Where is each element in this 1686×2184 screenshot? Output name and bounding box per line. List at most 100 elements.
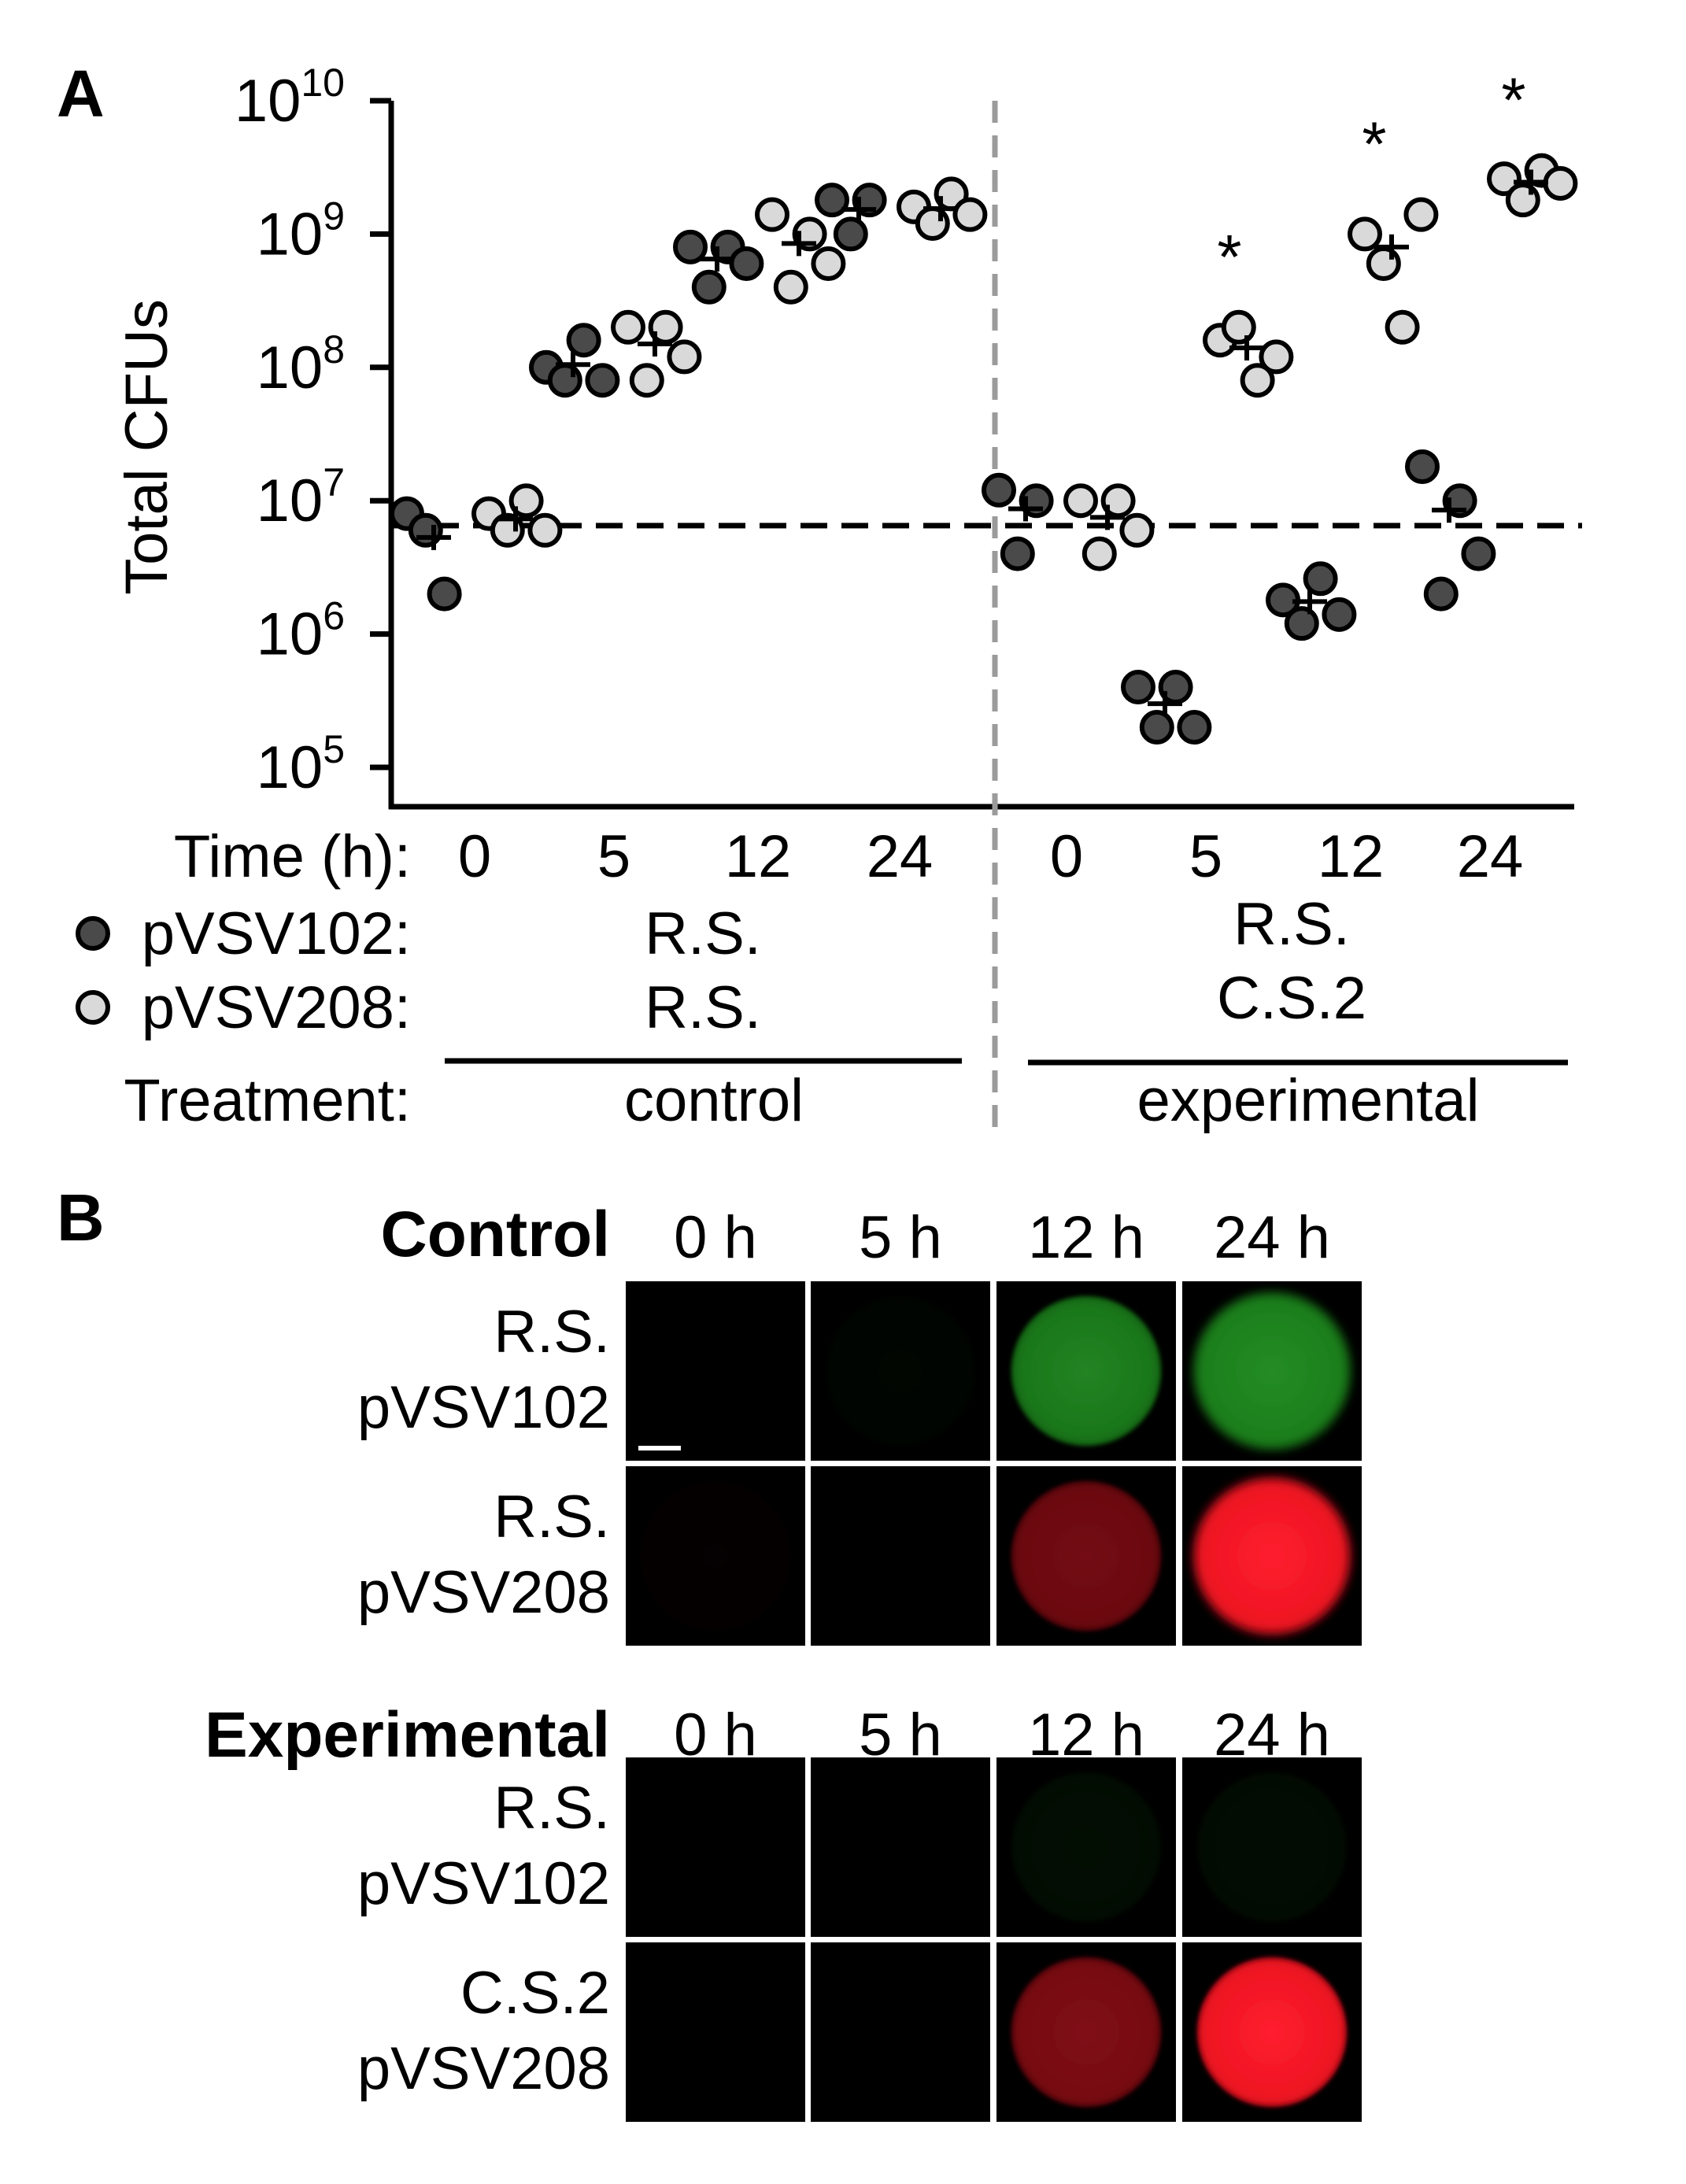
pvsv208-point — [611, 309, 645, 345]
row-label-plasmid: pVSV208 — [357, 2035, 610, 2102]
y-tick-label: 1010 — [235, 61, 345, 135]
pvsv208-point — [508, 483, 544, 519]
pvsv102-point — [691, 269, 727, 305]
treatment-row-label: Treatment: — [124, 1067, 411, 1134]
pvsv102-point — [1322, 597, 1357, 632]
panel-b-image-grid: Control 0 h 5 h 12 h 24 h R.S. pVSV102 R.S. pVSV… — [205, 1199, 1362, 2122]
column-time-label: 0 h — [674, 1702, 757, 1768]
row-label-plasmid: pVSV102 — [357, 1374, 610, 1441]
pvsv208-point — [527, 512, 563, 548]
pvsv102-legend-marker — [76, 916, 110, 951]
pvsv102-point — [1000, 536, 1035, 571]
time-tick-label: 24 — [1457, 823, 1524, 890]
row-label-plasmid: pVSV102 — [357, 1850, 610, 1917]
pvsv102-point — [1177, 710, 1212, 745]
colony-fluorescence — [1011, 1957, 1161, 2107]
mean-bars — [416, 169, 1548, 717]
pvsv208-point — [1063, 483, 1098, 519]
pvsv208-point — [629, 363, 664, 398]
significance-marks: * * * — [1217, 65, 1525, 292]
experimental-strain1: R.S. — [1233, 891, 1350, 958]
column-time-label: 12 h — [1028, 1204, 1144, 1271]
plate-image — [626, 1757, 805, 1937]
pvsv102-point — [1139, 710, 1174, 745]
pvsv208-point — [952, 197, 988, 232]
time-tick-label: 5 — [1189, 823, 1222, 890]
pvsv208-point — [1119, 512, 1155, 548]
panel-a-label: A — [57, 57, 105, 131]
pvsv102-point — [1423, 576, 1459, 612]
plate-image — [626, 1942, 805, 2122]
y-axis-label: Total CFUs — [113, 299, 180, 595]
time-tick-label: 24 — [867, 823, 934, 890]
x-table: Time (h): 0 5 12 24 0 5 12 24 pVSV102: pVSV208:… — [76, 823, 1568, 1134]
row-label-strain: R.S. — [494, 1299, 610, 1365]
experimental-treatment: experimental — [1137, 1067, 1479, 1134]
time-tick-label: 0 — [1050, 823, 1083, 890]
row-label-strain: C.S.2 — [460, 1960, 610, 2027]
pvsv208-point — [667, 339, 702, 375]
pvsv208-point — [1487, 161, 1521, 197]
pvsv208-point — [915, 205, 950, 241]
strain2-row-label: pVSV208: — [142, 974, 411, 1041]
y-tick-label: 105 — [257, 727, 345, 801]
colony-fluorescence — [1197, 1957, 1347, 2107]
time-tick-label: 12 — [1318, 823, 1385, 890]
time-tick-labels: 0 5 12 24 0 5 12 24 — [458, 823, 1523, 890]
time-tick-label: 12 — [725, 823, 792, 890]
row-label-strain: R.S. — [494, 1775, 610, 1842]
control-strain2: R.S. — [645, 974, 761, 1041]
pvsv208-point — [1385, 309, 1420, 345]
pvsv208-legend-marker — [76, 990, 110, 1025]
data-points — [390, 153, 1578, 745]
colony-fluorescence — [1011, 1772, 1161, 1922]
column-time-label: 24 h — [1214, 1204, 1330, 1271]
block-title: Experimental — [205, 1699, 610, 1771]
column-time-label: 5 h — [859, 1204, 942, 1271]
pvsv208-point — [1366, 246, 1401, 281]
plate-image — [811, 1757, 990, 1937]
pvsv208-point — [773, 269, 808, 305]
column-time-label: 0 h — [674, 1204, 757, 1271]
time-tick-label: 5 — [597, 823, 630, 890]
pvsv102-point — [1284, 606, 1319, 641]
pvsv102-point — [1303, 561, 1338, 597]
row-label-strain: R.S. — [494, 1484, 610, 1550]
pvsv208-point — [1403, 197, 1439, 232]
control-strain1: R.S. — [645, 900, 761, 967]
row-label-plasmid: pVSV208 — [357, 1559, 610, 1626]
plate-image — [811, 1942, 990, 2122]
pvsv102-point — [547, 363, 582, 398]
y-tick-label: 107 — [257, 460, 345, 534]
pvsv102-point — [1461, 536, 1496, 571]
significance-star: * — [1217, 222, 1241, 292]
time-tick-label: 0 — [458, 823, 491, 890]
pvsv208-point — [755, 197, 789, 232]
pvsv208-point — [1505, 183, 1540, 218]
colony-fluorescence — [826, 1296, 975, 1446]
significance-star: * — [1362, 109, 1386, 179]
plate-image — [811, 1281, 990, 1461]
pvsv208-point — [1348, 216, 1382, 252]
pvsv208-point — [1081, 536, 1117, 571]
colony-fluorescence — [1193, 1292, 1351, 1450]
y-tick-label: 106 — [257, 594, 345, 668]
pvsv102-point — [427, 576, 462, 612]
pvsv208-point — [811, 246, 846, 281]
y-tick-label: 109 — [257, 194, 345, 268]
colony-fluorescence — [641, 1481, 790, 1631]
panel-b-label: B — [57, 1181, 105, 1255]
control-treatment: control — [624, 1067, 804, 1134]
pvsv102-point — [1405, 449, 1440, 484]
pvsv208-point — [1543, 165, 1578, 201]
block-title: Control — [381, 1199, 610, 1270]
axes — [388, 101, 1574, 810]
column-time-label: 5 h — [859, 1702, 942, 1768]
pvsv102-point — [815, 183, 849, 218]
colony-fluorescence — [1197, 1772, 1347, 1922]
pvsv208-point — [1240, 363, 1275, 398]
significance-star: * — [1501, 65, 1525, 135]
pvsv102-point — [566, 323, 601, 358]
pvsv102-point — [1121, 670, 1155, 705]
